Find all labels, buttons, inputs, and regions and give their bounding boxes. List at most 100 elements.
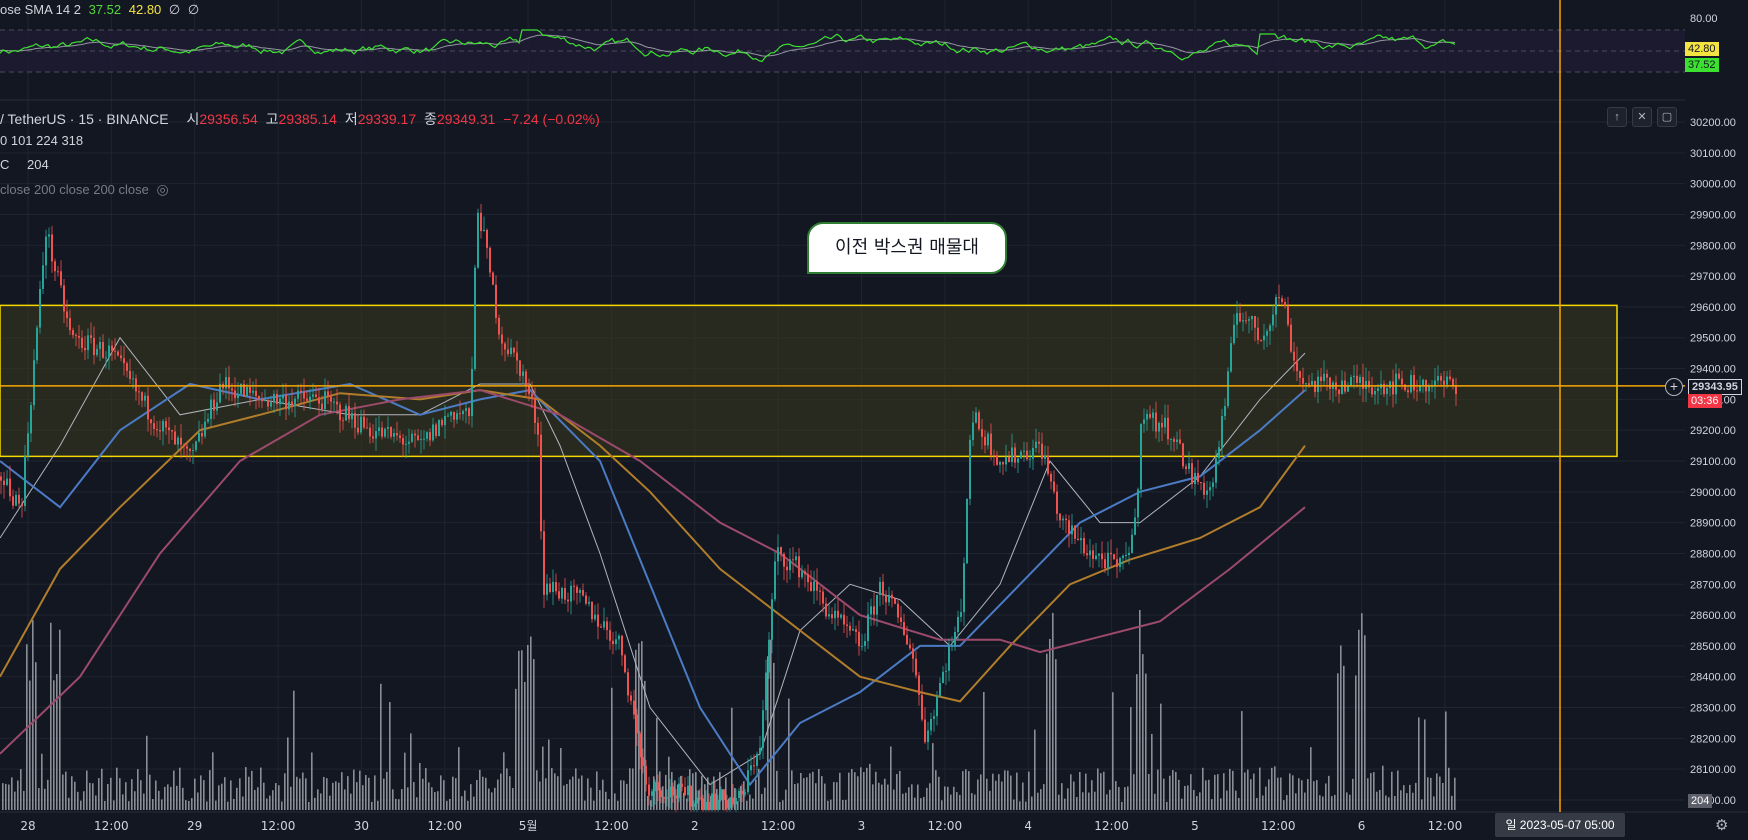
candle-body — [951, 645, 953, 647]
candle-body — [630, 695, 632, 701]
candle-body — [1179, 439, 1181, 444]
volume-bar — [167, 784, 169, 810]
candle-body — [1056, 491, 1058, 514]
indicator-tag-2: 42.80 — [1685, 42, 1719, 56]
volume-bar — [941, 800, 943, 810]
volume-bar — [1172, 770, 1174, 810]
volume-bar — [1352, 778, 1354, 810]
candle-body — [147, 395, 149, 420]
add-alert-icon[interactable]: + — [1665, 378, 1683, 396]
candle-body — [237, 393, 239, 399]
candle-body — [549, 583, 551, 592]
volume-bar — [1307, 779, 1309, 810]
volume-bar — [890, 746, 892, 810]
candle-body — [438, 420, 440, 437]
candle-body — [591, 601, 593, 620]
volume-bar — [260, 767, 262, 810]
volume-bar — [848, 772, 850, 810]
volume-bar — [1310, 747, 1312, 810]
volume-bar — [560, 748, 562, 810]
candle-body — [792, 559, 794, 561]
volume-bar — [173, 770, 175, 810]
candle-body — [921, 694, 923, 720]
volume-bar — [521, 650, 523, 810]
volume-bar — [830, 799, 832, 810]
volume-bar — [284, 773, 286, 810]
moving-average-line — [0, 382, 1306, 787]
candle-body — [306, 398, 308, 401]
volume-bar — [182, 787, 184, 810]
candle-body — [588, 601, 590, 604]
candle-body — [1203, 482, 1205, 495]
volume-bar — [1223, 773, 1225, 810]
candle-body — [435, 424, 437, 437]
volume-bar — [1454, 777, 1456, 810]
volume-bar — [116, 767, 118, 810]
open-value: 29356.54 — [199, 111, 258, 127]
candle-body — [750, 765, 752, 771]
x-axis-bg — [0, 812, 1748, 840]
volume-bar — [758, 768, 760, 810]
candle-body — [975, 412, 977, 423]
volume-bar — [476, 779, 478, 810]
candle-body — [342, 420, 344, 422]
arrow-up-icon[interactable]: ↑ — [1607, 107, 1627, 127]
volume-bar — [452, 776, 454, 810]
candle-body — [855, 629, 857, 632]
candle-body — [822, 591, 824, 604]
volume-bar — [812, 771, 814, 810]
settings-gear-icon[interactable]: ⚙ — [1715, 817, 1729, 834]
volume-bar — [1055, 659, 1057, 810]
symbol-title: / TetherUS · 15 · BINANCE — [0, 111, 169, 127]
candle-body — [108, 345, 110, 358]
volume-bar — [383, 778, 385, 810]
candle-body — [1032, 447, 1034, 459]
candle-body — [693, 803, 695, 807]
volume-bar — [1181, 798, 1183, 810]
volume-bar — [1391, 771, 1393, 810]
candle-body — [1368, 380, 1370, 388]
volume-bar — [368, 777, 370, 810]
volume-bar — [74, 781, 76, 810]
volume-bar — [398, 799, 400, 810]
candle-body — [1206, 490, 1208, 495]
collapse-icon[interactable]: ✕ — [1632, 107, 1652, 127]
maximize-icon[interactable]: ▢ — [1657, 107, 1677, 127]
candle-body — [396, 433, 398, 436]
candle-body — [27, 433, 29, 457]
eye-off-icon[interactable]: ◎ — [156, 181, 169, 197]
indicator-value-2: 42.80 — [128, 2, 162, 17]
candle-body — [198, 432, 200, 442]
volume-bar — [1169, 775, 1171, 810]
candle-body — [117, 351, 119, 356]
x-tick-label: 12:00 — [1094, 819, 1129, 833]
candle-body — [1167, 417, 1169, 440]
volume-bar — [854, 772, 856, 810]
volume-bar — [644, 680, 646, 810]
candle-body — [417, 435, 419, 440]
candle-body — [765, 672, 767, 711]
candle-body — [882, 581, 884, 596]
candle-body — [900, 617, 902, 622]
candle-body — [834, 610, 836, 619]
volume-bar — [998, 774, 1000, 810]
candle-body — [135, 378, 137, 392]
candle-body — [141, 392, 143, 401]
moving-average-line — [0, 389, 1306, 703]
candle-body — [1191, 463, 1193, 485]
indicator-value-4: ∅ — [187, 2, 200, 17]
y-axis-bg — [1685, 0, 1748, 840]
candle-body — [375, 431, 377, 439]
candle-body — [129, 370, 131, 380]
volume-bar — [1244, 772, 1246, 810]
volume-bar — [1427, 777, 1429, 810]
volume-bar — [308, 801, 310, 810]
candle-body — [462, 410, 464, 415]
candle-body — [1257, 327, 1259, 341]
volume-bar — [533, 659, 535, 810]
callout-annotation[interactable]: 이전 박스권 매물대 — [807, 222, 1007, 274]
indicator-value-1: 37.52 — [88, 2, 122, 17]
candle-body — [957, 616, 959, 632]
y-tick-label: 28100.00 — [1690, 764, 1736, 776]
